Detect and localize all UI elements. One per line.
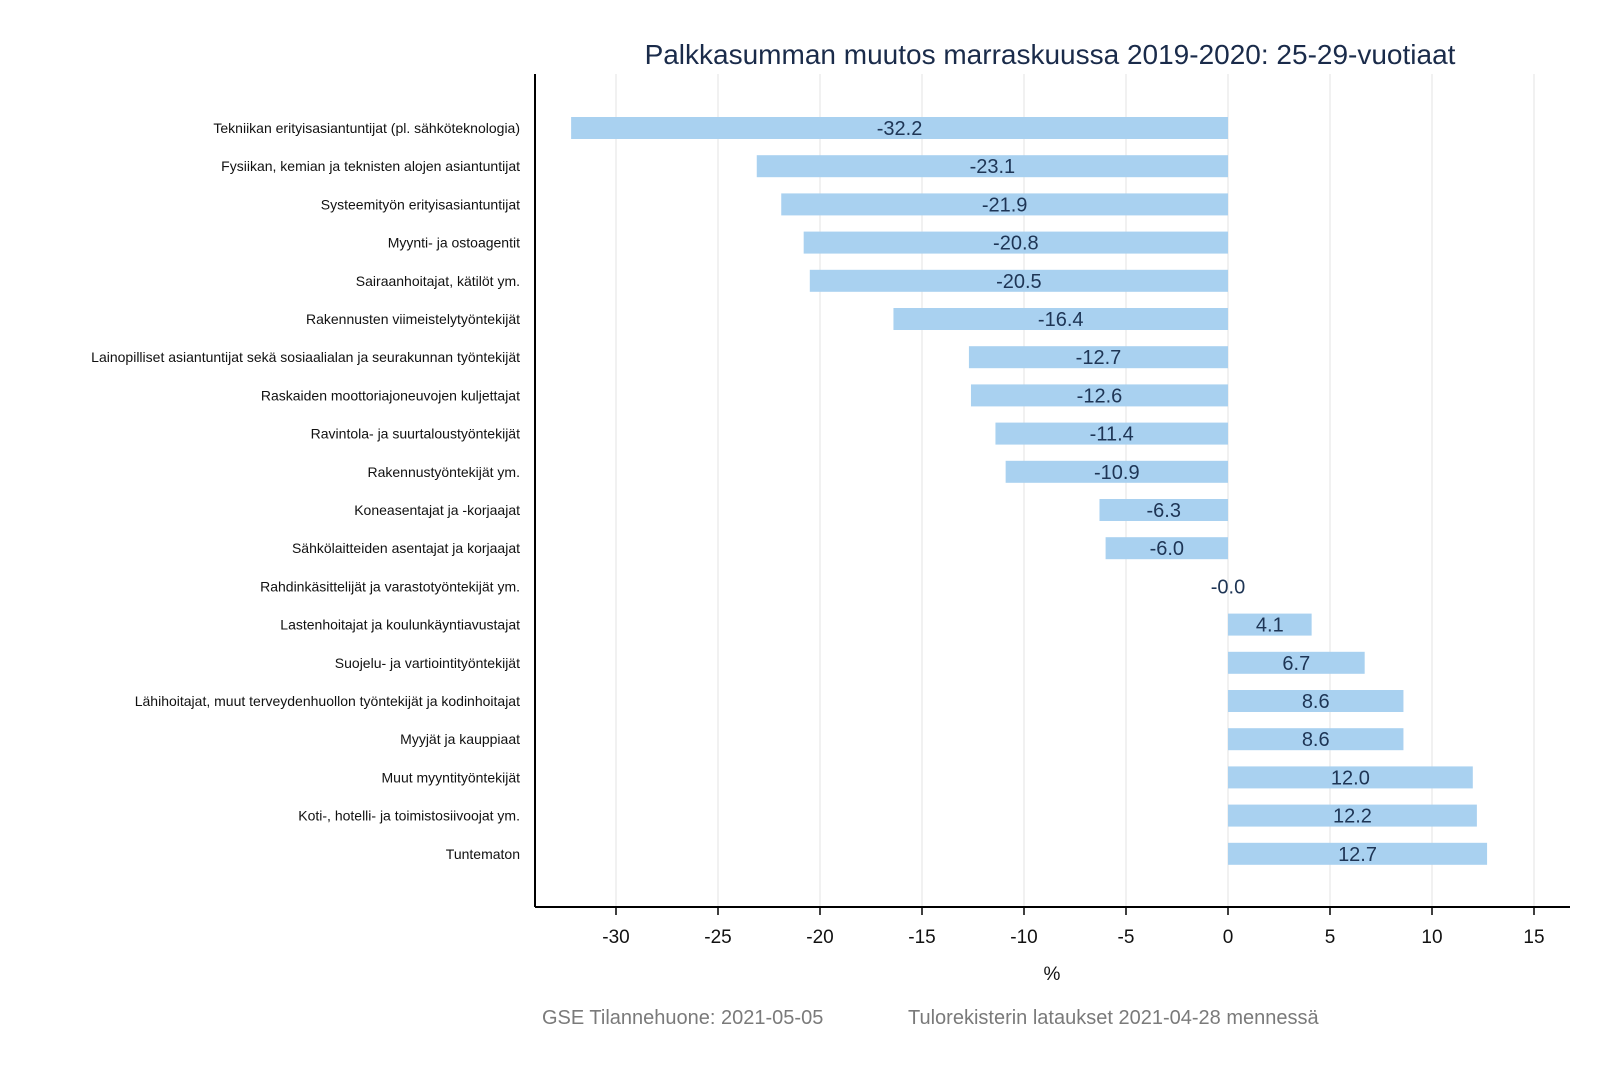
data-label: -6.3 bbox=[1147, 500, 1181, 522]
x-tick-label: 5 bbox=[1325, 927, 1336, 948]
category-label: Lastenhoitajat ja koulunkäyntiavustajat bbox=[280, 617, 520, 633]
bar bbox=[1228, 804, 1477, 827]
bar bbox=[781, 193, 1228, 216]
category-label: Sairaanhoitajat, kätilöt ym. bbox=[356, 273, 520, 289]
x-tick-label: 15 bbox=[1523, 927, 1544, 948]
data-label: 4.1 bbox=[1256, 615, 1284, 637]
category-label: Koneasentajat ja -korjaajat bbox=[354, 502, 520, 518]
bar bbox=[756, 155, 1228, 178]
data-label: -23.1 bbox=[970, 156, 1016, 178]
bar bbox=[1005, 460, 1228, 483]
bars bbox=[571, 117, 1488, 865]
bar bbox=[1228, 613, 1312, 636]
bar bbox=[571, 117, 1228, 139]
category-label: Suojelu- ja vartiointityöntekijät bbox=[335, 655, 520, 671]
data-label: -11.4 bbox=[1090, 424, 1134, 446]
category-label: Rahdinkäsittelijät ja varastotyöntekijät… bbox=[260, 578, 520, 594]
footer-note: Tulorekisterin lataukset 2021-04-28 menn… bbox=[908, 1007, 1319, 1029]
data-label: -20.8 bbox=[993, 233, 1039, 255]
x-tick-label: -30 bbox=[602, 927, 629, 948]
data-label: -12.7 bbox=[1076, 347, 1122, 369]
bar bbox=[809, 269, 1228, 292]
category-labels: Tekniikan erityisasiantuntijat (pl. sähk… bbox=[91, 120, 520, 862]
category-label: Systeemityön erityisasiantuntijat bbox=[321, 196, 520, 212]
data-label: -6.0 bbox=[1150, 538, 1184, 560]
data-label: 8.6 bbox=[1302, 729, 1330, 751]
x-tick-label: 0 bbox=[1223, 927, 1234, 948]
x-tick-label: -25 bbox=[704, 927, 731, 948]
bar bbox=[1228, 766, 1473, 789]
footer-source: GSE Tilannehuone: 2021-05-05 bbox=[542, 1007, 823, 1029]
x-tick-label: -15 bbox=[908, 927, 935, 948]
x-tick-label: -5 bbox=[1118, 927, 1135, 948]
data-label: -20.5 bbox=[996, 271, 1042, 293]
category-label: Lainopilliset asiantuntijat sekä sosiaal… bbox=[91, 349, 520, 365]
x-tick-label: 10 bbox=[1421, 927, 1442, 948]
data-label: -16.4 bbox=[1038, 309, 1084, 331]
bar bbox=[995, 422, 1228, 445]
category-label: Ravintola- ja suurtaloustyöntekijät bbox=[311, 426, 520, 442]
category-label: Myynti- ja ostoagentit bbox=[388, 235, 520, 251]
x-tick-label: -10 bbox=[1010, 927, 1037, 948]
bar bbox=[1099, 499, 1228, 521]
category-label: Tekniikan erityisasiantuntijat (pl. sähk… bbox=[213, 120, 520, 136]
category-label: Tuntematon bbox=[446, 846, 520, 862]
data-label: -10.9 bbox=[1094, 462, 1140, 484]
category-label: Koti-, hotelli- ja toimistosiivoojat ym. bbox=[298, 808, 520, 824]
category-label: Myyjät ja kauppiaat bbox=[400, 731, 520, 747]
bar bbox=[803, 231, 1228, 254]
bar bbox=[1228, 728, 1404, 751]
x-axis-label: % bbox=[1044, 964, 1061, 985]
data-label: -12.6 bbox=[1077, 385, 1123, 407]
data-label: 6.7 bbox=[1282, 653, 1310, 675]
category-label: Fysiikan, kemian ja teknisten alojen asi… bbox=[221, 158, 520, 174]
category-label: Rakennustyöntekijät ym. bbox=[367, 464, 520, 480]
bar bbox=[1228, 842, 1488, 865]
bar bbox=[970, 384, 1228, 407]
bar bbox=[968, 346, 1228, 369]
category-label: Raskaiden moottoriajoneuvojen kuljettaja… bbox=[261, 387, 520, 403]
data-label: 8.6 bbox=[1302, 691, 1330, 713]
category-label: Lähihoitajat, muut terveydenhuollon työn… bbox=[135, 693, 520, 709]
data-label: 12.0 bbox=[1331, 767, 1370, 789]
bar bbox=[1228, 651, 1365, 674]
bar bbox=[893, 308, 1228, 330]
data-label: 12.2 bbox=[1333, 806, 1372, 828]
axes bbox=[534, 74, 1570, 908]
category-label: Sähkölaitteiden asentajat ja korjaajat bbox=[292, 540, 520, 556]
bar bbox=[1105, 537, 1228, 560]
data-label: -0.0 bbox=[1211, 576, 1245, 598]
data-label: 12.7 bbox=[1338, 844, 1377, 866]
category-label: Rakennusten viimeistelytyöntekijät bbox=[306, 311, 520, 327]
x-tick-label: -20 bbox=[806, 927, 833, 948]
data-label: -32.2 bbox=[877, 118, 923, 140]
data-label: -21.9 bbox=[982, 194, 1028, 216]
bar bbox=[1228, 690, 1404, 712]
chart-title: Palkkasumman muutos marraskuussa 2019-20… bbox=[645, 39, 1456, 70]
x-ticks: -30 -25 -20 -15 -10 -5 0 5 10 15 bbox=[602, 907, 1545, 948]
category-label: Muut myyntityöntekijät bbox=[382, 769, 521, 785]
data-labels: -32.2 -23.1 -21.9 -20.8 -20.5 -16.4 -12.7 -12.6… bbox=[877, 118, 1377, 866]
